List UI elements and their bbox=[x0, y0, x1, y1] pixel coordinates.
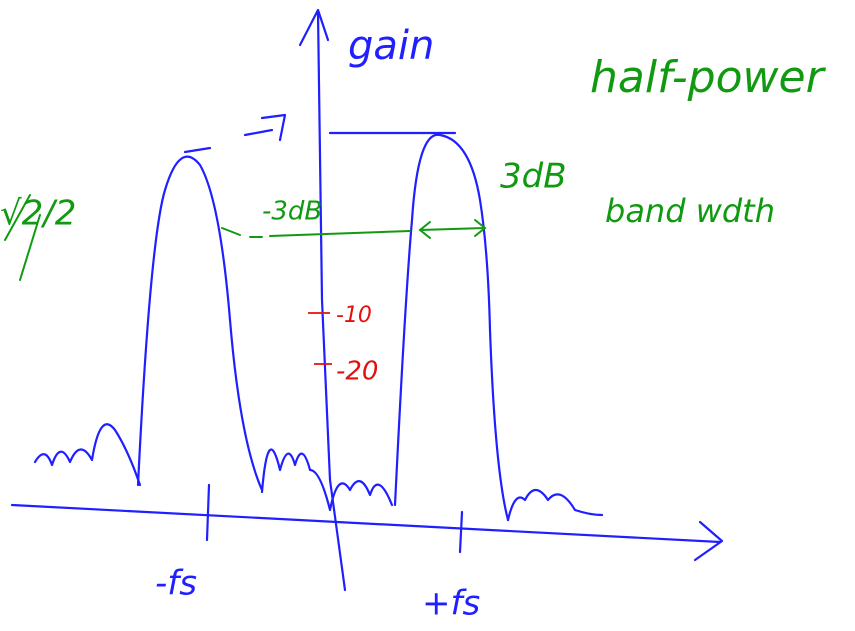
x-tick-label: +fs bbox=[422, 584, 480, 624]
ripple-middle bbox=[262, 450, 392, 510]
x-axis bbox=[12, 505, 720, 542]
minus3-line bbox=[222, 228, 410, 237]
lobe-left bbox=[138, 157, 262, 490]
tick-pos bbox=[460, 512, 462, 552]
x-tick-label: -fs bbox=[155, 564, 197, 604]
note-title: half-power bbox=[590, 52, 827, 103]
tick-neg bbox=[207, 485, 209, 540]
sqrt-label: √2/2 bbox=[0, 194, 76, 234]
bandwidth-arrow bbox=[420, 220, 485, 238]
ripple-left bbox=[35, 424, 140, 485]
y-axis-arrow bbox=[300, 10, 328, 45]
minus10-label: -10 bbox=[336, 303, 372, 328]
y-label: gain bbox=[348, 23, 434, 69]
minus3-label: -3dB bbox=[262, 197, 322, 227]
sketch: gain half-power 3dB band wdth √2/2 -3dB … bbox=[0, 0, 855, 631]
minus20-label: -20 bbox=[336, 357, 378, 387]
note-3db: 3dB bbox=[500, 157, 567, 197]
note-bandwidth: band wdth bbox=[605, 192, 775, 230]
lobe-right bbox=[395, 135, 508, 520]
ripple-right bbox=[508, 490, 602, 520]
level-ticks bbox=[308, 313, 332, 364]
